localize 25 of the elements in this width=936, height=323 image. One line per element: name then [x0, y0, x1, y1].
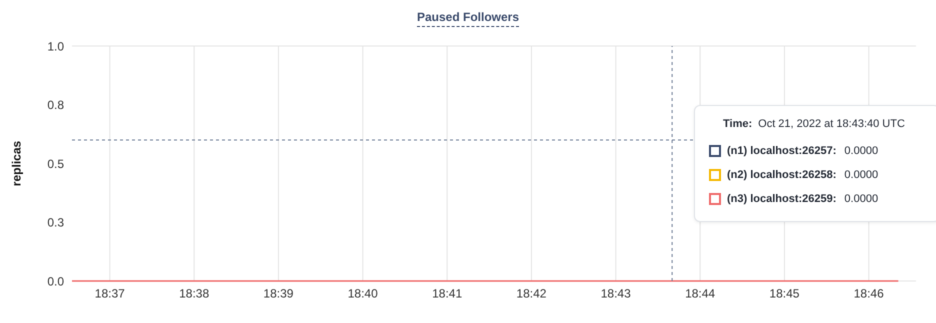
x-tick-label: 18:38	[179, 286, 210, 301]
y-tick-label: 0.5	[47, 156, 64, 171]
y-axis-title: replicas	[9, 140, 24, 186]
annotation: 0.0000	[844, 169, 878, 181]
y-tick-label: 0.3	[47, 216, 64, 230]
x-tick-label: 18:46	[854, 286, 884, 301]
annotation: 0.0000	[844, 145, 878, 157]
legend-label: (n3) localhost:26259:	[727, 193, 836, 205]
x-tick-label: 18:37	[94, 286, 126, 301]
x-tick-label: 18:42	[516, 286, 547, 301]
x-tick-label: 18:45	[769, 286, 800, 301]
x-tick-label: 18:44	[685, 286, 716, 301]
y-tick-label: 0.8	[47, 98, 64, 112]
legend-label: (n1) localhost:26257:	[727, 145, 836, 157]
x-tick-label: 18:40	[348, 286, 378, 301]
x-tick-label: 18:41	[432, 286, 462, 301]
x-tick-label: 18:39	[263, 286, 294, 301]
chart-title: Paused Followers	[416, 10, 520, 27]
y-tick-label: 1.0	[47, 39, 64, 54]
legend-label: (n2) localhost:26258:	[727, 169, 836, 181]
annotation: 0.0000	[844, 193, 878, 205]
annotation: Time:	[723, 118, 752, 130]
x-tick-label: 18:43	[600, 286, 632, 301]
annotation: Oct 21, 2022 at 18:43:40 UTC	[758, 118, 905, 130]
y-tick-label: 0.0	[47, 274, 64, 288]
